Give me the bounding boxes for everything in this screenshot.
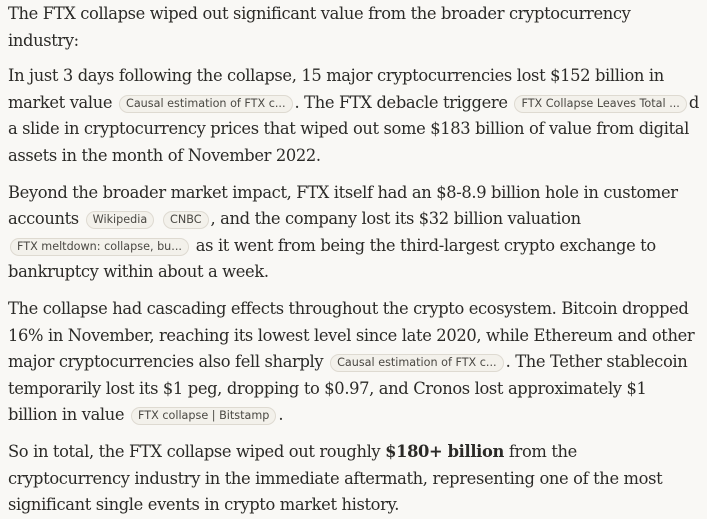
citation-chip-wikipedia[interactable]: Wikipedia <box>85 211 155 230</box>
paragraph-text: The collapse had cascading effects throu… <box>8 298 695 372</box>
citation-chip-ftx-meltdown[interactable]: FTX meltdown: collapse, bu... <box>10 237 189 256</box>
citation-chip-cnbc[interactable]: CNBC <box>163 211 209 230</box>
total-loss-highlight: $180+ billion <box>385 441 505 461</box>
citation-chip-causal-estimation[interactable]: Causal estimation of FTX c... <box>330 354 504 373</box>
intro-paragraph: The FTX collapse wiped out significant v… <box>8 1 699 54</box>
paragraph-text: , and the company lost its $32 billion v… <box>210 209 582 229</box>
paragraph-text: In just 3 days following the collapse, 1… <box>8 66 664 112</box>
paragraph-text: . <box>278 405 284 425</box>
citation-chip-causal-estimation[interactable]: Causal estimation of FTX c... <box>119 94 293 113</box>
market-loss-paragraph: In just 3 days following the collapse, 1… <box>8 63 699 169</box>
ftx-hole-paragraph: Beyond the broader market impact, FTX it… <box>8 180 699 286</box>
paragraph-text: Beyond the broader market impact, FTX it… <box>8 182 678 229</box>
paragraph-text: So in total, the FTX collapse wiped out … <box>8 441 381 461</box>
paragraph-text: . The FTX debacle triggere <box>294 92 508 112</box>
citation-chip-ftx-collapse-leaves[interactable]: FTX Collapse Leaves Total ... <box>514 94 687 113</box>
citation-chip-bitstamp[interactable]: FTX collapse | Bitstamp <box>131 407 277 426</box>
paragraph-text: d a slide in cryptocurrency prices that … <box>8 92 699 165</box>
summary-paragraph: So in total, the FTX collapse wiped out … <box>8 439 699 519</box>
intro-text: The FTX collapse wiped out significant v… <box>8 4 631 50</box>
paragraph-text: as it went from being the third-largest … <box>8 235 656 282</box>
paragraph-text: . The Tether stablecoin temporarily lost… <box>8 352 688 425</box>
cascading-effects-paragraph: The collapse had cascading effects throu… <box>8 296 699 429</box>
